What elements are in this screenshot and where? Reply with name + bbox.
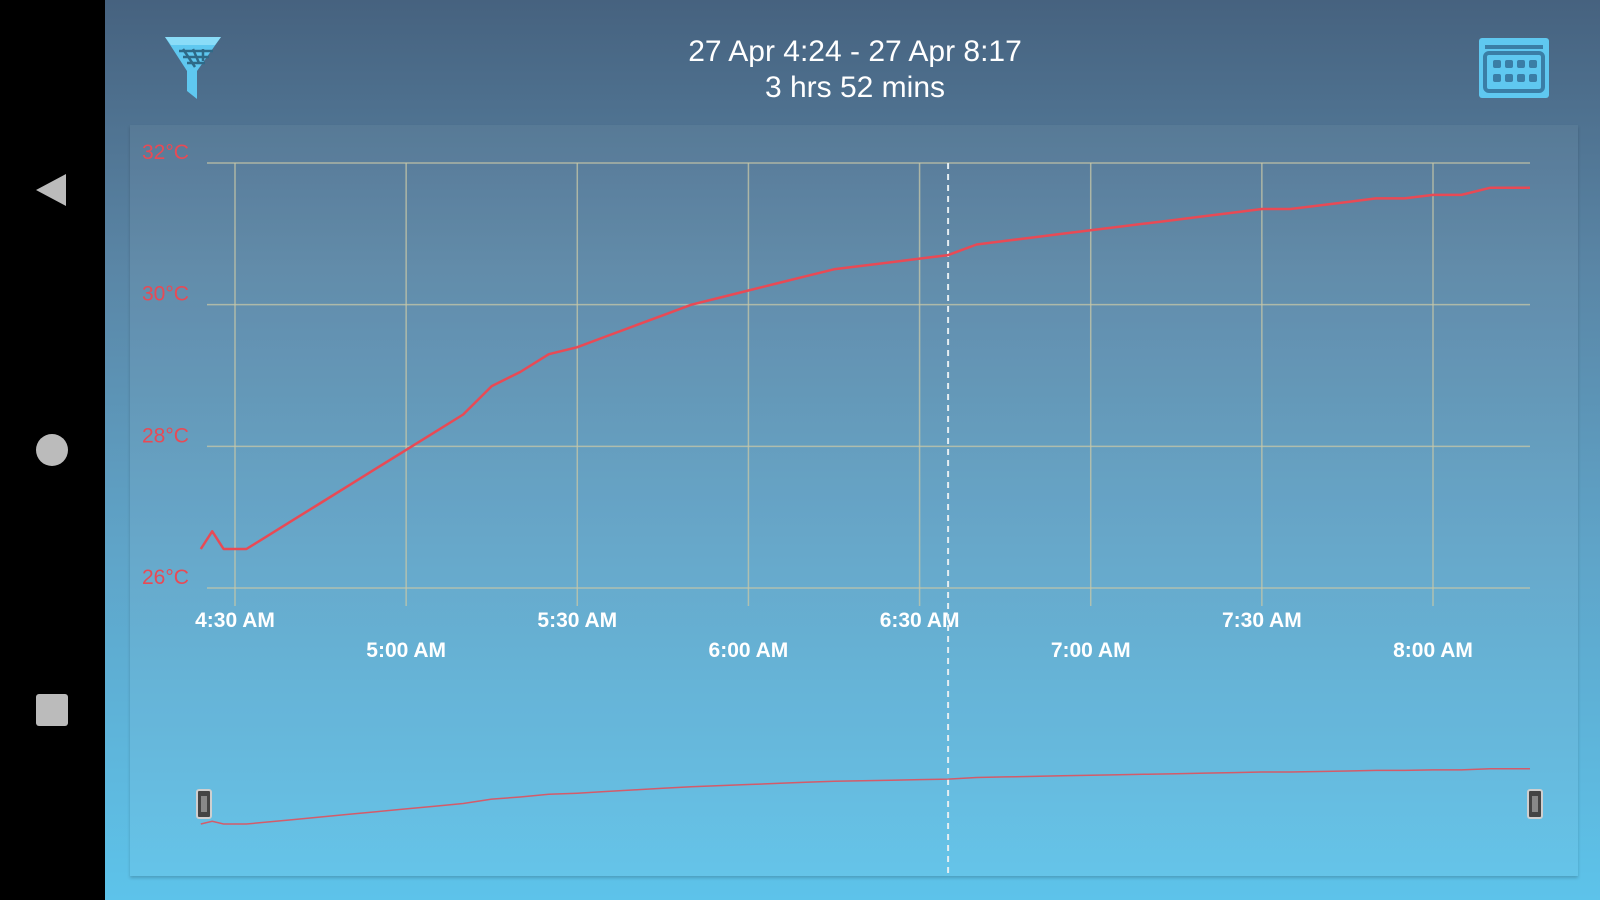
temperature-chart[interactable]: 32°C 30°C 28°C 26°C 4:30 AM 5:00 AM 5:30 AM 6:… <box>130 125 1578 876</box>
device-keypad-icon[interactable] <box>1477 36 1551 100</box>
x-tick-label: 5:30 AM <box>537 609 617 632</box>
x-tick-label: 7:00 AM <box>1051 639 1131 662</box>
x-tick-label: 7:30 AM <box>1222 609 1302 632</box>
app-screen: 27 Apr 4:24 - 27 Apr 8:17 3 hrs 52 mins … <box>105 0 1600 900</box>
temperature-series-line <box>199 186 1530 551</box>
x-tick-label: 6:00 AM <box>709 639 789 662</box>
y-tick-label: 26°C <box>142 566 189 589</box>
back-triangle-icon[interactable] <box>30 168 74 212</box>
range-handle-right[interactable] <box>1527 789 1543 819</box>
date-range-label: 27 Apr 4:24 - 27 Apr 8:17 <box>688 35 1022 68</box>
recents-square-icon[interactable] <box>30 688 74 732</box>
system-navigation-bar <box>0 0 105 900</box>
y-tick-label: 28°C <box>142 424 189 447</box>
overview-series-line <box>200 768 1530 825</box>
date-range-header: 27 Apr 4:24 - 27 Apr 8:17 3 hrs 52 mins <box>505 34 1205 106</box>
duration-label: 3 hrs 52 mins <box>764 71 946 104</box>
x-tick-label: 8:00 AM <box>1393 639 1473 662</box>
y-tick-label: 32°C <box>142 141 189 164</box>
chart-canvas: 32°C 30°C 28°C 26°C 4:30 AM 5:00 AM 5:30 AM 6:… <box>142 141 1543 876</box>
filter-funnel-icon[interactable] <box>163 33 223 103</box>
range-handle-left[interactable] <box>196 789 212 819</box>
x-tick-label: 5:00 AM <box>366 639 446 662</box>
x-tick-label: 6:30 AM <box>880 609 960 632</box>
y-tick-label: 30°C <box>142 283 189 306</box>
x-tick-label: 4:30 AM <box>195 609 275 632</box>
home-circle-icon[interactable] <box>30 428 74 472</box>
